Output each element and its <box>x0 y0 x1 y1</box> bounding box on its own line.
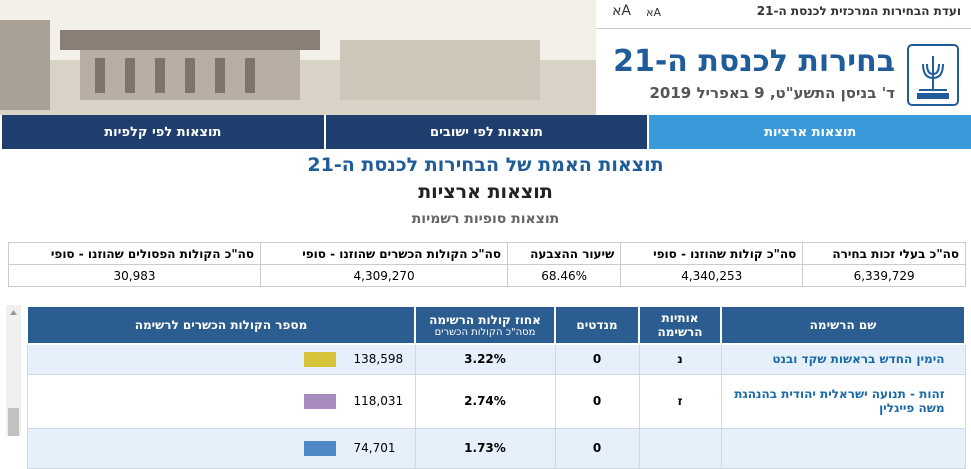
font-large[interactable]: Aא <box>612 3 631 19</box>
results-table: שם הרשימה אותיות הרשימה מנדטים אחוז קולו… <box>26 305 966 469</box>
votes-wrap: 138,598 <box>29 351 414 367</box>
summary-header: שיעור ההצבעה <box>507 242 622 265</box>
votes: 118,031 <box>353 394 404 408</box>
col-percent[interactable]: אחוז קולות הרשימה מסה"כ הקולות הכשרים <box>414 305 556 345</box>
vote-percent: 2.74% <box>414 373 556 429</box>
result-row: הימין החדש בראשות שקד ובנט נ 0 3.22% 138,598 <box>26 343 966 375</box>
votes: 74,701 <box>353 441 396 455</box>
col-mandates[interactable]: מנדטים <box>554 305 640 345</box>
summary-value: 6,339,729 <box>802 264 966 287</box>
votes-cell: 138,598 <box>26 343 416 375</box>
list-letters: ז <box>638 373 722 429</box>
list-letters: נ <box>638 343 722 375</box>
list-name[interactable]: הימין החדש בראשות שקד ובנט <box>720 343 966 375</box>
summary-header: סה"כ קולות שהוזנו - סופי <box>620 242 804 265</box>
col-votes[interactable]: מספר הקולות הכשרים לרשימה <box>26 305 416 345</box>
list-letters <box>638 427 722 469</box>
summary-table: סה"כ בעלי זכות בחירה סה"כ קולות שהוזנו - … <box>7 242 966 287</box>
summary-value: 4,340,253 <box>620 264 804 287</box>
col-letters[interactable]: אותיות הרשימה <box>638 305 722 345</box>
results-subtitle: תוצאות ארציות <box>418 181 553 203</box>
nav-tab[interactable]: תוצאות לפי ישובים <box>323 115 648 149</box>
header-image <box>0 0 596 115</box>
mandates: 0 <box>554 343 640 375</box>
votes-cell: 74,701 <box>26 427 416 469</box>
col-name[interactable]: שם הרשימה <box>720 305 966 345</box>
vote-percent: 1.73% <box>414 427 556 469</box>
nav-tab[interactable]: תוצאות ארציות <box>647 115 971 149</box>
emblem <box>907 44 959 106</box>
summary-value: 4,309,270 <box>260 264 509 287</box>
percent-note: מסה"כ הקולות הכשרים <box>434 326 536 338</box>
nav-bar: תוצאות ארציות תוצאות לפי ישובים תוצאות לפי… <box>0 115 971 149</box>
nav-tab[interactable]: תוצאות לפי קלפיות <box>0 115 324 149</box>
votes: 138,598 <box>353 352 404 367</box>
list-name[interactable]: זהות - תנועה ישראלית יהודית בהנהגת משה פ… <box>720 373 966 429</box>
vote-percent: 3.22% <box>414 343 556 375</box>
results-status: תוצאות סופיות רשמיות <box>411 211 560 227</box>
votes-cell: 118,031 <box>26 373 416 429</box>
scrollbar[interactable] <box>6 305 21 436</box>
committee-name: ועדת הבחירות המרכזית לכנסת ה-21 <box>756 4 961 18</box>
font-small[interactable]: Aא <box>646 6 661 19</box>
divider <box>596 28 971 29</box>
results-header: שם הרשימה אותיות הרשימה מנדטים אחוז קולו… <box>26 305 966 345</box>
vote-swatch <box>303 440 336 456</box>
summary-value: 68.46% <box>507 264 622 287</box>
summary-value: 30,983 <box>7 264 262 287</box>
vote-swatch <box>303 393 336 409</box>
election-date: ד' בניסן התשע"ט, 9 באפריל 2019 <box>649 84 896 102</box>
scrollbar-parts <box>8 310 19 436</box>
percent-label: אחוז קולות הרשימה <box>429 312 541 327</box>
mandates: 0 <box>554 373 640 429</box>
vote-swatch <box>303 351 336 367</box>
summary-header: סה"כ הקולות הפסולים שהוזנו - סופי <box>7 242 262 265</box>
summary-header: סה"כ בעלי זכות בחירה <box>802 242 966 265</box>
votes-wrap: 118,031 <box>29 393 414 409</box>
result-row: זהות - תנועה ישראלית יהודית בהנהגת משה פ… <box>26 373 966 429</box>
summary-header: סה"כ הקולות הכשרים שהוזנו - סופי <box>260 242 509 265</box>
result-row: 0 1.73% 74,701 <box>26 427 966 469</box>
votes-wrap: 74,701 <box>29 440 414 456</box>
page-title: בחירות לכנסת ה-21 <box>613 44 895 79</box>
mandates: 0 <box>554 427 640 469</box>
results-title: תוצאות האמת של הבחירות לכנסת ה-21 <box>307 154 664 176</box>
list-name <box>720 427 966 469</box>
